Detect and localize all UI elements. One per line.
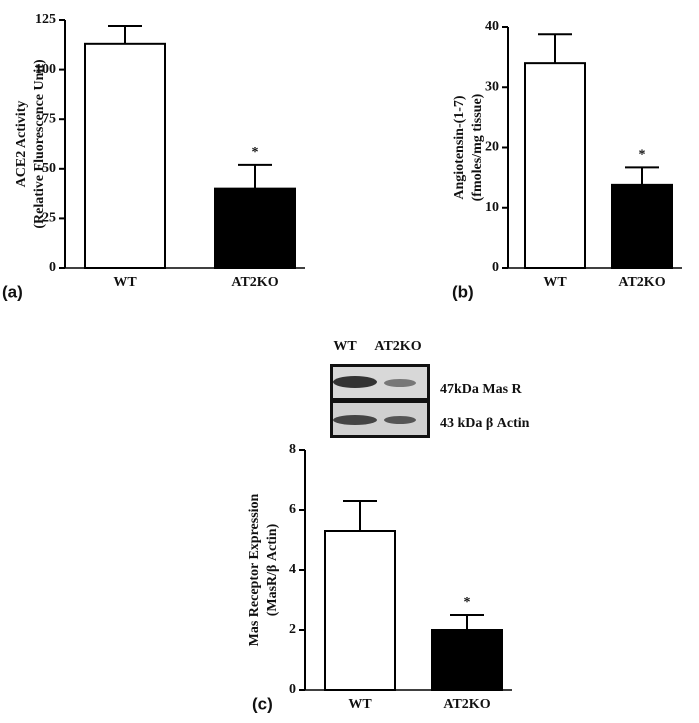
bar	[214, 187, 296, 269]
panel-label: (b)	[452, 282, 474, 301]
panel-label: (c)	[252, 694, 273, 713]
blot-band	[333, 415, 377, 425]
blot-band	[384, 416, 416, 424]
bar	[524, 62, 586, 270]
panel-label: (a)	[2, 282, 23, 301]
y-tick-label: 8	[289, 442, 296, 457]
x-tick-label: AT2KO	[443, 697, 490, 712]
significance-mark: *	[252, 145, 259, 160]
blot-lane-label: WT	[333, 339, 357, 354]
y-tick-label: 2	[289, 622, 296, 637]
bar	[611, 183, 673, 269]
bar	[324, 530, 396, 691]
x-tick-label: AT2KO	[231, 275, 278, 290]
y-tick-label: 0	[289, 682, 296, 697]
significance-mark: *	[464, 595, 471, 610]
x-tick-label: WT	[348, 697, 372, 712]
y-tick-label: 50	[42, 161, 56, 176]
y-axis-label: Mas Receptor Expression	[247, 493, 262, 646]
y-axis-label: (MasR/β Actin)	[265, 523, 280, 616]
blot-band	[333, 376, 377, 388]
y-axis-label: ACE2 Activity	[14, 101, 29, 188]
x-tick-label: WT	[113, 275, 137, 290]
y-tick-label: 6	[289, 502, 296, 517]
significance-mark: *	[639, 148, 646, 163]
blot-band-label: 47kDa Mas R	[440, 382, 523, 397]
y-tick-label: 4	[289, 562, 296, 577]
blot-band-label: 43 kDa β Actin	[440, 416, 530, 431]
y-tick-label: 0	[49, 260, 56, 275]
bar	[431, 629, 503, 691]
bar	[84, 42, 166, 269]
x-tick-label: WT	[543, 275, 567, 290]
blot-lane-label: AT2KO	[374, 339, 421, 354]
y-tick-label: 75	[42, 111, 56, 126]
y-tick-label: 30	[485, 79, 499, 94]
blot-band	[384, 379, 416, 387]
y-tick-label: 10	[485, 200, 499, 215]
y-axis-label: (fmoles/mg tissue)	[470, 93, 485, 201]
y-tick-label: 125	[35, 12, 56, 27]
y-tick-label: 40	[485, 19, 499, 34]
y-tick-label: 20	[485, 140, 499, 155]
y-tick-label: 25	[42, 211, 56, 226]
y-tick-label: 100	[35, 62, 56, 77]
y-axis-label: (Relative Fluorescence Unit)	[32, 59, 47, 229]
y-tick-label: 0	[492, 260, 499, 275]
y-axis-label: Angiotensin-(1-7)	[452, 95, 467, 200]
x-tick-label: AT2KO	[618, 275, 665, 290]
